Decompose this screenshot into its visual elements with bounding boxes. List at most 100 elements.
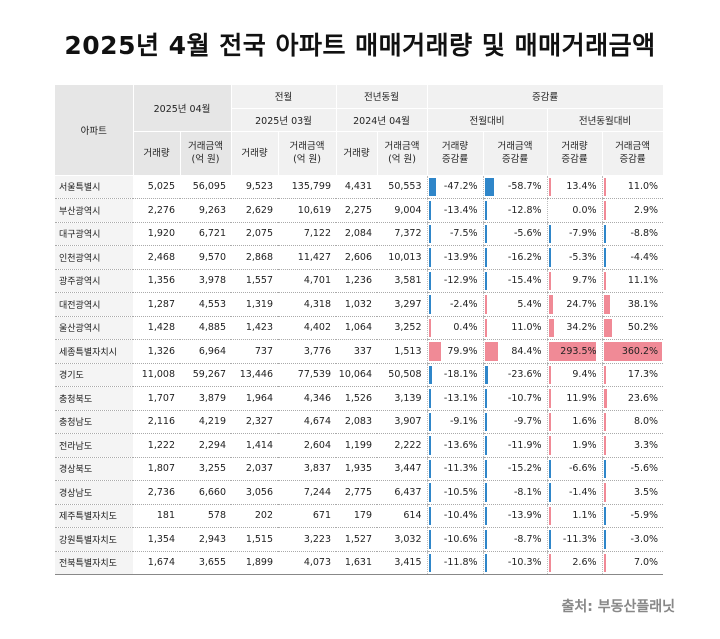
decrease-bar bbox=[603, 224, 606, 243]
rate-cell: -8.7% bbox=[482, 527, 548, 552]
rate-cell: 9.4% bbox=[546, 363, 603, 387]
value-cell: 1,557 bbox=[231, 269, 279, 293]
value-cell: 3,139 bbox=[377, 386, 428, 411]
increase-bar bbox=[603, 412, 606, 431]
rate-cell: 13.4% bbox=[546, 175, 603, 199]
rate-cell: 38.1% bbox=[601, 292, 664, 317]
rate-cell: 11.0% bbox=[482, 316, 548, 340]
rate-value: -23.6% bbox=[507, 369, 542, 381]
rate-value: -9.7% bbox=[513, 416, 542, 428]
rate-value: 8.0% bbox=[633, 416, 659, 428]
value-cell: 59,267 bbox=[180, 363, 232, 387]
rate-value: 1.9% bbox=[572, 439, 597, 451]
table-row: 울산광역시 1,428 4,885 1,423 4,402 1,064 3,252 0.4% 1… bbox=[55, 316, 664, 340]
table-row: 전라남도 1,222 2,294 1,414 2,604 1,199 2,222 -13.6%… bbox=[55, 433, 664, 458]
rate-value: -11.8% bbox=[443, 557, 478, 569]
value-cell: 4,701 bbox=[278, 269, 337, 293]
data-table-container: 아파트 2025년 04월 전월 전년동월 증감률 2025년 03월 2024… bbox=[55, 85, 664, 575]
rate-value: 3.5% bbox=[633, 486, 659, 498]
decrease-bar bbox=[428, 436, 431, 455]
value-cell: 3,837 bbox=[278, 457, 337, 481]
region-cell: 강원특별자치도 bbox=[55, 527, 133, 552]
decrease-bar bbox=[484, 506, 487, 525]
value-cell: 7,122 bbox=[278, 222, 337, 246]
rate-cell: -6.6% bbox=[546, 457, 603, 481]
value-cell: 3,223 bbox=[278, 527, 337, 552]
rate-value: -7.9% bbox=[568, 228, 597, 240]
value-cell: 6,964 bbox=[180, 339, 232, 364]
decrease-bar bbox=[428, 248, 431, 267]
rate-cell: -13.6% bbox=[426, 433, 484, 458]
value-cell: 4,346 bbox=[278, 386, 337, 411]
value-cell: 1,414 bbox=[231, 433, 279, 458]
region-cell: 대전광역시 bbox=[55, 292, 133, 317]
rate-cell: -10.5% bbox=[426, 480, 484, 505]
region-cell: 광주광역시 bbox=[55, 269, 133, 293]
rate-value: -13.4% bbox=[443, 204, 478, 216]
increase-bar bbox=[548, 389, 551, 408]
decrease-bar bbox=[428, 295, 431, 314]
value-cell: 1,032 bbox=[336, 292, 378, 317]
value-cell: 671 bbox=[278, 504, 337, 528]
rate-value: -3.0% bbox=[630, 533, 659, 545]
value-cell: 1,920 bbox=[133, 222, 180, 246]
table-row: 세종특별자치시 1,326 6,964 737 3,776 337 1,513 79.9% 84… bbox=[55, 339, 664, 364]
value-cell: 1,526 bbox=[336, 386, 378, 411]
rate-value: -47.2% bbox=[443, 181, 478, 193]
rate-value: 23.6% bbox=[627, 392, 659, 404]
table-row: 인천광역시 2,468 9,570 2,868 11,427 2,606 10,013 -13… bbox=[55, 245, 664, 270]
decrease-bar bbox=[484, 412, 487, 431]
decrease-bar bbox=[428, 553, 431, 572]
rate-value: 9.4% bbox=[572, 369, 597, 381]
value-cell: 2,606 bbox=[336, 245, 378, 270]
rate-value: 11.9% bbox=[566, 392, 597, 404]
decrease-bar bbox=[484, 483, 487, 502]
region-cell: 경기도 bbox=[55, 363, 133, 387]
rate-cell: -58.7% bbox=[482, 175, 548, 199]
value-cell: 3,907 bbox=[377, 410, 428, 434]
value-cell: 9,523 bbox=[231, 175, 279, 199]
rate-value: 3.3% bbox=[633, 439, 659, 451]
rate-cell: 360.2% bbox=[601, 339, 664, 364]
decrease-bar bbox=[428, 271, 431, 290]
value-cell: 10,013 bbox=[377, 245, 428, 270]
rate-value: 79.9% bbox=[447, 345, 478, 357]
region-cell: 서울특별시 bbox=[55, 175, 133, 199]
value-cell: 2,037 bbox=[231, 457, 279, 481]
rate-cell: 293.5% bbox=[546, 339, 603, 364]
decrease-bar bbox=[548, 483, 551, 502]
value-cell: 3,252 bbox=[377, 316, 428, 340]
value-cell: 2,075 bbox=[231, 222, 279, 246]
rate-value: 0.0% bbox=[572, 204, 597, 216]
decrease-bar bbox=[428, 365, 432, 384]
region-cell: 대구광역시 bbox=[55, 222, 133, 246]
rate-value: 1.1% bbox=[572, 510, 597, 522]
header-prev-year-period: 2024년 04월 bbox=[336, 108, 428, 132]
rate-cell: 84.4% bbox=[482, 339, 548, 364]
rate-cell: -9.1% bbox=[426, 410, 484, 434]
rate-cell: 17.3% bbox=[601, 363, 664, 387]
rate-cell: -3.0% bbox=[601, 527, 664, 552]
value-cell: 2,327 bbox=[231, 410, 279, 434]
decrease-bar bbox=[428, 177, 437, 196]
rate-value: -13.9% bbox=[507, 510, 542, 522]
rate-value: 38.1% bbox=[627, 298, 659, 310]
value-cell: 13,446 bbox=[231, 363, 279, 387]
rate-cell: -5.6% bbox=[482, 222, 548, 246]
header-amount: 거래금액 (억 원) bbox=[278, 131, 337, 176]
header-amount: 거래금액 (억 원) bbox=[377, 131, 428, 176]
rate-value: -18.1% bbox=[443, 369, 478, 381]
decrease-bar bbox=[484, 224, 487, 243]
value-cell: 4,885 bbox=[180, 316, 232, 340]
value-cell: 337 bbox=[336, 339, 378, 364]
rate-cell: 1.9% bbox=[546, 433, 603, 458]
value-cell: 1,199 bbox=[336, 433, 378, 458]
rate-value: 2.9% bbox=[633, 204, 659, 216]
value-cell: 10,619 bbox=[278, 198, 337, 223]
decrease-bar bbox=[428, 412, 431, 431]
value-cell: 6,437 bbox=[377, 480, 428, 505]
rate-cell: 0.0% bbox=[546, 198, 603, 223]
value-cell: 3,032 bbox=[377, 527, 428, 552]
value-cell: 202 bbox=[231, 504, 279, 528]
rate-cell: 8.0% bbox=[601, 410, 664, 434]
